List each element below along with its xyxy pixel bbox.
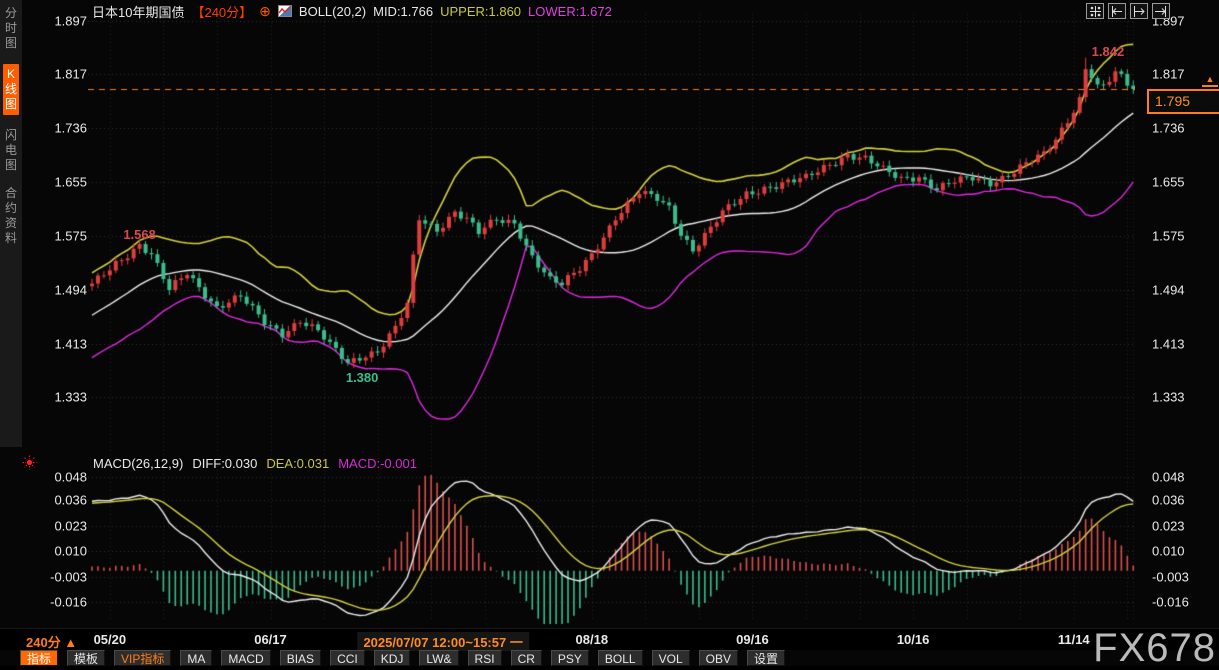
sidebar: 分时图 K线图闪电图合约资料 [0,0,22,447]
date-tick: 09/16 [736,632,769,647]
axis-label: 1.655 [54,174,87,190]
watermark: FX678 [1093,626,1216,670]
tab-指标[interactable]: 指标 [20,650,59,666]
price-annotation: 1.842 [1091,43,1125,59]
axis-label: 1.333 [54,389,87,405]
date-tick: 10/16 [896,632,930,647]
tab-OBV[interactable]: OBV [698,650,738,666]
tab-MACD[interactable]: MACD [221,650,271,666]
axis-label: -0.016 [50,594,87,610]
date-tick-highlight: 2025/07/07 12:00~15:57 一 [357,632,529,651]
sidebar-item-3[interactable]: 合约资料 [4,186,17,245]
tab-VIP指标[interactable]: VIP指标 [114,650,172,666]
date-tick: 06/17 [254,632,287,647]
tab-CR[interactable]: CR [510,650,542,666]
date-tick: 11/14 [1057,632,1090,647]
axis-label: 1.897 [54,13,87,29]
axis-label: 0.036 [1152,492,1185,508]
boll-lower-value: LOWER:1.672 [528,3,612,19]
tab-RSI[interactable]: RSI [467,650,502,666]
axis-compress-right-icon[interactable] [1130,3,1148,19]
tab-MA[interactable]: MA [180,650,213,666]
axis-label: 1.817 [54,66,87,82]
tab-BOLL[interactable]: BOLL [597,650,643,666]
tab-VOL[interactable]: VOL [651,650,690,666]
tab-PSY[interactable]: PSY [550,650,589,666]
axis-label: -0.016 [1152,594,1189,610]
macd-dea-value: DEA:0.031 [266,456,330,471]
axis-label: 1.494 [54,282,87,298]
indicator-tab-bar: 指标 模板 VIP指标 MA MACD BIAS CCI KDJ LW& RSI CR PSY BOLL… [20,650,785,666]
alert-blink-icon[interactable] [22,455,37,470]
axis-label: -0.003 [1152,569,1189,585]
axis-label: 1.736 [54,120,87,136]
axis-label: -0.003 [50,569,87,585]
crosshair-target-icon[interactable]: ⊕ [259,3,271,19]
tab-LW&[interactable]: LW& [419,650,459,666]
macd-hist-value: MACD:-0.001 [338,456,417,471]
axis-shift-right-icon[interactable] [1152,3,1170,19]
price-annotation: 1.380 [345,369,379,385]
axis-label: 0.023 [54,518,87,534]
axis-label: 1.575 [54,228,87,244]
date-tick: 08/18 [575,632,609,647]
chart-toolbar [1086,3,1170,19]
axis-label: 1.333 [1152,389,1185,405]
period-badge[interactable]: 【240分】 [191,4,253,20]
axis-label: 1.817 [1152,66,1185,82]
move-icon[interactable] [1086,3,1104,19]
axis-label: 1.413 [1152,336,1185,352]
axis-label: 1.413 [54,336,87,352]
instrument-title: 日本10年期国债 [92,4,185,20]
axis-label: 1.575 [1152,228,1185,244]
price-annotation: 1.568 [123,227,156,243]
axis-label: 0.048 [54,469,87,485]
axis-label: 1.494 [1152,282,1185,298]
sidebar-item-1[interactable]: K线图 [3,64,19,115]
boll-mid-value: MID:1.766 [373,3,434,19]
axis-label: 0.010 [54,543,87,559]
axis-label: 0.048 [1152,469,1185,485]
tab-模板[interactable]: 模板 [67,650,106,666]
date-axis: 240分 ▲ 05/20 06/17 2025/07/07 12:00~15:57 … [0,628,1219,651]
tab-KDJ[interactable]: KDJ [373,650,411,666]
boll-upper-value: UPPER:1.860 [440,3,522,19]
price-arrow-marker: ▲ [1202,74,1218,87]
axis-label: 1.655 [1152,174,1185,190]
axis-compress-left-icon[interactable] [1108,3,1126,19]
chart-header: 日本10年期国债 【240分】 ⊕ BOLL(20,2) MID:1.766 U… [92,3,612,20]
sidebar-item-0[interactable]: 分时图 [4,6,17,50]
macd-name: MACD(26,12,9) [93,456,184,471]
macd-diff-value: DIFF:0.030 [192,456,258,471]
tab-设置[interactable]: 设置 [746,650,785,666]
tab-CCI[interactable]: CCI [330,650,365,666]
macd-header: MACD(26,12,9) DIFF:0.030 DEA:0.031 MACD:… [93,456,417,471]
sidebar-item-2[interactable]: 闪电图 [4,128,17,172]
indicator-thumb-icon[interactable] [277,5,292,17]
period-label[interactable]: 240分 ▲ [26,635,78,650]
axis-label: 1.736 [1152,120,1185,136]
axis-label: 0.023 [1152,518,1185,534]
current-price-box: 1.795 [1147,89,1219,114]
tab-BIAS[interactable]: BIAS [279,650,322,666]
axis-label: 0.010 [1152,543,1185,559]
price-chart-canvas[interactable] [88,0,1135,628]
axis-label: 0.036 [54,492,87,508]
boll-label: BOLL(20,2) [298,3,367,19]
date-tick: 05/20 [93,632,127,647]
